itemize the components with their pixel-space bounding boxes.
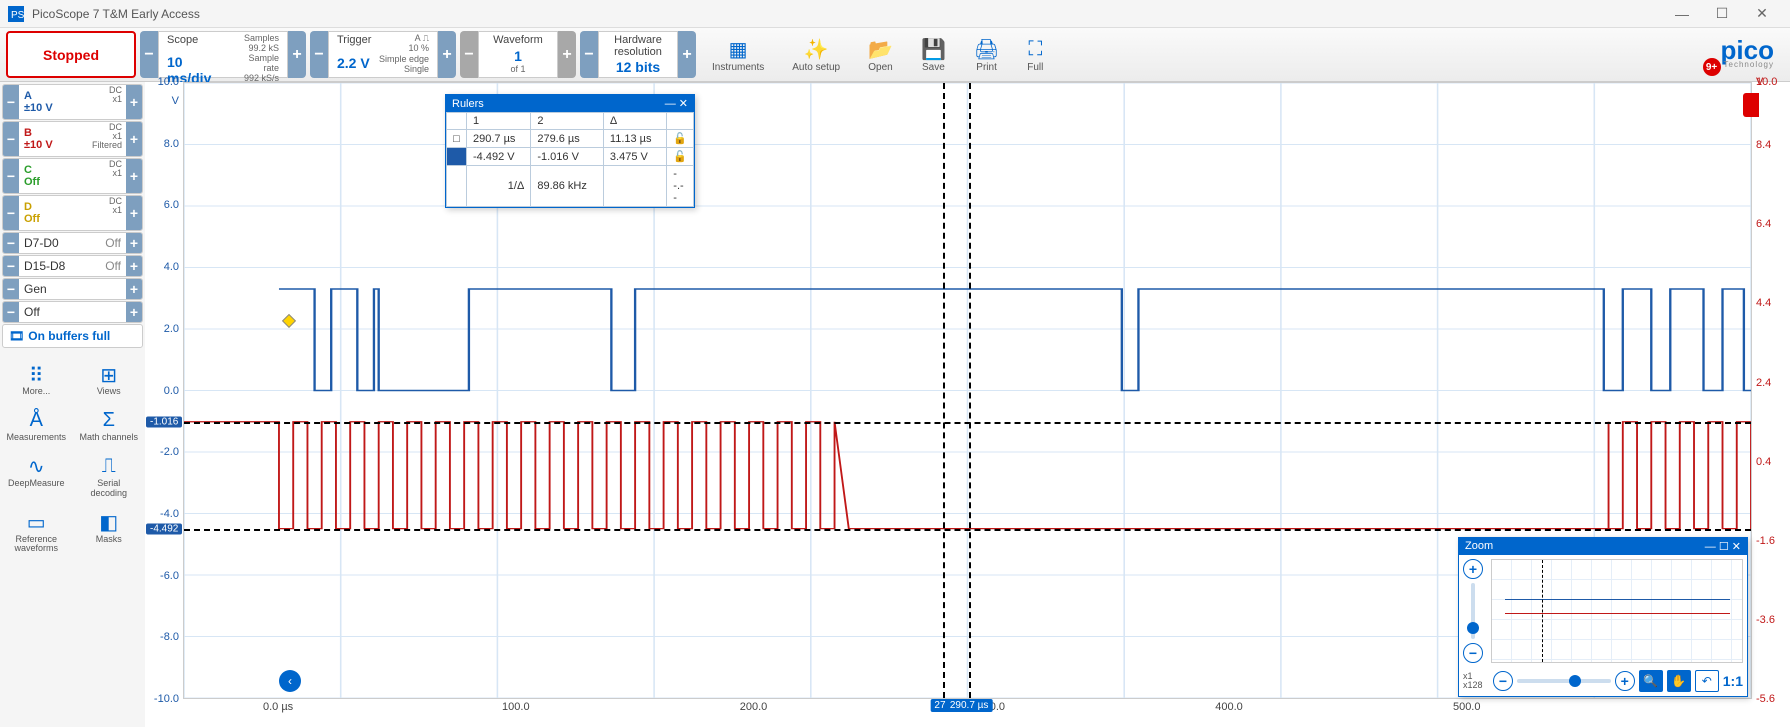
autosetup-button[interactable]: ✨Auto setup — [780, 31, 852, 78]
y-axis-right: V10.08.46.44.42.40.4-1.6-3.6-5.6 — [1752, 82, 1790, 699]
zoom-close[interactable]: — ☐ ✕ — [1705, 540, 1741, 553]
save-button[interactable]: 💾Save — [909, 31, 958, 78]
ch-B-minus[interactable]: − — [3, 122, 19, 156]
zoom-v-minus[interactable]: − — [1463, 643, 1483, 663]
scope-plus[interactable]: + — [288, 31, 306, 78]
rulers-table: 12Δ □290.7 µs279.6 µs11.13 µs🔓 -4.492 V-… — [446, 112, 694, 207]
zoom-h-minus[interactable]: − — [1493, 671, 1513, 691]
rulers-close[interactable]: — ✕ — [665, 97, 688, 110]
minimize-button[interactable]: — — [1662, 6, 1702, 22]
notification-badge[interactable]: 9+ — [1703, 58, 1721, 76]
film-icon: 🎞 — [9, 329, 24, 343]
ch-C-minus[interactable]: − — [3, 159, 19, 193]
hwres-minus[interactable]: − — [580, 31, 598, 78]
waveform-body[interactable]: Waveform 1 of 1 — [478, 31, 558, 78]
instruments-button[interactable]: ▦Instruments — [700, 31, 776, 78]
zoom-v-plus[interactable]: + — [1463, 559, 1483, 579]
zoom-overview[interactable] — [1491, 559, 1743, 663]
folder-open-icon: 📂 — [868, 36, 893, 62]
collapse-button[interactable]: ‹ — [279, 670, 301, 692]
main-toolbar: Stopped − Scope Samples99.2 kS 10 ms/div… — [0, 28, 1790, 82]
ch-B-plus[interactable]: + — [126, 122, 142, 156]
channel-D[interactable]: − DOffDCx1 + — [2, 195, 143, 231]
print-icon: 🖨 — [974, 36, 999, 62]
compass-icon: Å — [30, 409, 43, 433]
ch-D-minus[interactable]: − — [3, 196, 19, 230]
zoom-undo[interactable]: ↶ — [1695, 670, 1719, 692]
trigger-plus[interactable]: + — [438, 31, 456, 78]
views-button[interactable]: ⊞Views — [75, 359, 144, 401]
main-area: − A±10 VDCx1 + − B±10 VDCx1Filtered + − … — [0, 82, 1790, 727]
maximize-button[interactable]: ☐ — [1702, 5, 1742, 22]
hwres-plus[interactable]: + — [678, 31, 696, 78]
run-stop-button[interactable]: Stopped — [6, 31, 136, 78]
waveform-minus[interactable]: − — [460, 31, 478, 78]
channel-C[interactable]: − COffDCx1 + — [2, 158, 143, 194]
channel-D7D0[interactable]: − D7-D0Off + — [2, 232, 143, 254]
title-bar: PS PicoScope 7 T&M Early Access — ☐ ✕ — [0, 0, 1790, 28]
scope-minus[interactable]: − — [140, 31, 158, 78]
trigger-body[interactable]: Trigger A ⎍10 % 2.2 V Simple edgeSingle — [328, 31, 438, 78]
channel-A[interactable]: − A±10 VDCx1 + — [2, 84, 143, 120]
pan-tool[interactable]: ✋ — [1667, 670, 1691, 692]
y-axis-left: 10.08.06.04.02.00.0-2.0-4.0-6.0-8.0-10.0… — [145, 82, 183, 699]
refwave-icon: ▭ — [27, 511, 46, 535]
channel-gen[interactable]: − Gen + — [2, 278, 143, 300]
buffers-button[interactable]: 🎞 On buffers full — [2, 324, 143, 348]
trigger-control: − Trigger A ⎍10 % 2.2 V Simple edgeSingl… — [310, 31, 456, 78]
trigger-minus[interactable]: − — [310, 31, 328, 78]
views-icon: ⊞ — [100, 363, 117, 387]
waveform-control: − Waveform 1 of 1 + — [460, 31, 576, 78]
masks-button[interactable]: ◧Masks — [75, 507, 144, 559]
hwres-body[interactable]: Hardware resolution 12 bits — [598, 31, 678, 78]
refwave-button[interactable]: ▭Reference waveforms — [2, 507, 71, 559]
serial-button[interactable]: ⎍Serial decoding — [75, 451, 144, 503]
app-icon: PS — [8, 6, 24, 22]
sigma-icon: Σ — [103, 409, 115, 433]
brand-logo: 9+ pico Technology — [1721, 31, 1784, 78]
ch-A-minus[interactable]: − — [3, 85, 19, 119]
fullscreen-icon: ⛶ — [1028, 36, 1042, 62]
ch-A-plus[interactable]: + — [126, 85, 142, 119]
open-button[interactable]: 📂Open — [856, 31, 905, 78]
lock-icon[interactable]: 🔓 — [667, 148, 694, 166]
close-button[interactable]: ✕ — [1742, 5, 1782, 22]
more-button[interactable]: ⠿More... — [2, 359, 71, 401]
zoom-h-slider[interactable] — [1517, 679, 1611, 683]
channel-D15D8[interactable]: − D15-D8Off + — [2, 255, 143, 277]
waveform-plus[interactable]: + — [558, 31, 576, 78]
ch-D-plus[interactable]: + — [126, 196, 142, 230]
rulers-panel[interactable]: Rulers— ✕ 12Δ □290.7 µs279.6 µs11.13 µs🔓… — [445, 94, 695, 208]
masks-icon: ◧ — [99, 511, 118, 535]
instruments-icon: ▦ — [729, 36, 748, 62]
grid-icon: ⠿ — [29, 363, 44, 387]
chart-area: 10.08.06.04.02.00.0-2.0-4.0-6.0-8.0-10.0… — [145, 82, 1790, 727]
lock-icon[interactable]: 🔓 — [667, 130, 694, 148]
wave-icon: ∿ — [28, 455, 45, 479]
hwres-control: − Hardware resolution 12 bits + — [580, 31, 696, 78]
x-axis: 0.0 µs100.0200.0300.0400.0500.0279290.7 … — [183, 699, 1752, 727]
scope-control: − Scope Samples99.2 kS 10 ms/div Sample … — [140, 31, 306, 78]
wand-icon: ✨ — [804, 36, 829, 62]
zoom-h-plus[interactable]: + — [1615, 671, 1635, 691]
ch-C-plus[interactable]: + — [126, 159, 142, 193]
serial-icon: ⎍ — [102, 455, 116, 479]
svg-text:PS: PS — [11, 10, 24, 21]
save-icon: 💾 — [921, 36, 946, 62]
measurements-button[interactable]: ÅMeasurements — [2, 405, 71, 447]
channel-gen-off[interactable]: − Off + — [2, 301, 143, 323]
math-button[interactable]: ΣMath channels — [75, 405, 144, 447]
right-handle[interactable] — [1743, 93, 1759, 117]
deepmeasure-button[interactable]: ∿DeepMeasure — [2, 451, 71, 503]
full-button[interactable]: ⛶Full — [1015, 31, 1055, 78]
window-title: PicoScope 7 T&M Early Access — [28, 7, 1662, 21]
zoom-panel[interactable]: Zoom— ☐ ✕ + − x1x128 − + 🔍 ✋ ↶ 1:1 — [1458, 537, 1748, 697]
zoom-in-tool[interactable]: 🔍 — [1639, 670, 1663, 692]
channel-B[interactable]: − B±10 VDCx1Filtered + — [2, 121, 143, 157]
sidebar-tools: ⠿More... ⊞Views ÅMeasurements ΣMath chan… — [2, 359, 143, 558]
scope-body[interactable]: Scope Samples99.2 kS 10 ms/div Sample ra… — [158, 31, 288, 78]
print-button[interactable]: 🖨Print — [962, 31, 1011, 78]
channel-sidebar: − A±10 VDCx1 + − B±10 VDCx1Filtered + − … — [0, 82, 145, 727]
